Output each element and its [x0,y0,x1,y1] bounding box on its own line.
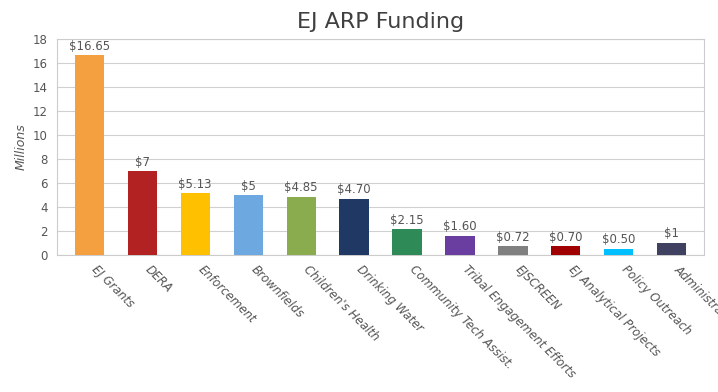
Y-axis label: Millions: Millions [14,123,27,171]
Text: $0.50: $0.50 [602,233,635,247]
Text: $7: $7 [135,156,149,169]
Bar [340,198,368,255]
Text: $1.60: $1.60 [443,220,477,233]
Text: $4.85: $4.85 [284,181,318,194]
Bar [128,171,157,255]
Text: $0.70: $0.70 [549,231,583,244]
Bar [286,197,316,255]
Bar [657,243,686,255]
Text: $1: $1 [664,227,679,240]
Text: $5.13: $5.13 [178,178,212,191]
Bar [233,195,263,255]
Text: $5: $5 [241,180,256,192]
Bar [605,249,633,255]
Text: $16.65: $16.65 [69,40,110,53]
Title: EJ ARP Funding: EJ ARP Funding [297,12,464,32]
Bar [445,236,475,255]
Bar [181,193,210,255]
Bar [551,247,580,255]
Bar [75,55,104,255]
Text: $2.15: $2.15 [390,214,424,227]
Text: $0.72: $0.72 [496,231,530,244]
Bar [393,229,421,255]
Bar [498,246,528,255]
Text: $4.70: $4.70 [337,183,371,196]
